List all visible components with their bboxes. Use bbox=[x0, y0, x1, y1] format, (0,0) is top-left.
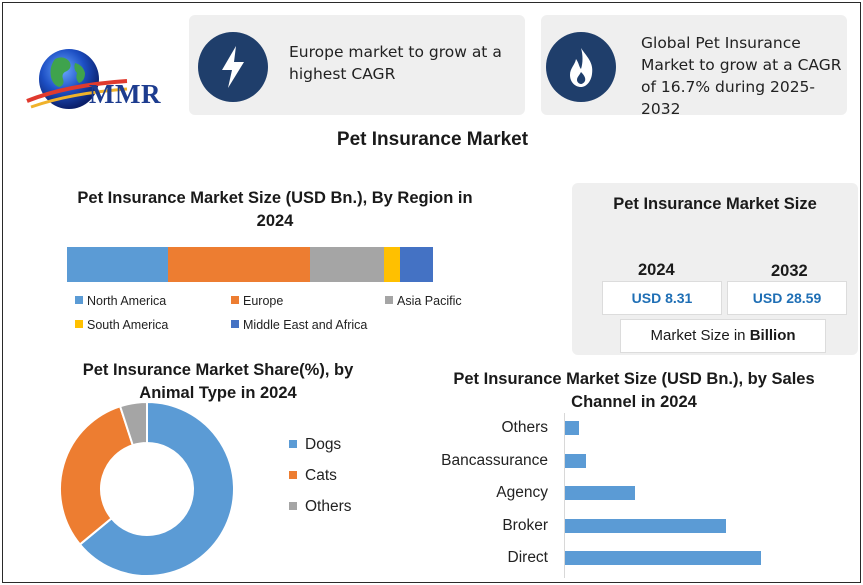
sales-channel-axis bbox=[564, 413, 565, 578]
region-segment-south-america bbox=[383, 247, 401, 282]
legend-swatch bbox=[75, 296, 83, 304]
legend-label: Cats bbox=[305, 467, 337, 484]
legend-label: Europe bbox=[243, 294, 284, 308]
region-segment-middle-east-and-africa bbox=[400, 247, 433, 282]
region-legend-item: North America bbox=[75, 294, 166, 308]
info-card-cagr: Global Pet Insurance Market to grow at a… bbox=[541, 15, 847, 118]
sales-channel-bar-agency bbox=[565, 486, 635, 500]
unit-prefix: Market Size in bbox=[650, 327, 750, 344]
region-legend-item: Asia Pacific bbox=[385, 294, 462, 308]
year-2032-label: 2032 bbox=[771, 262, 808, 280]
flame-icon bbox=[546, 32, 616, 102]
mmr-logo: MMR bbox=[25, 41, 190, 116]
value-2032: USD 28.59 bbox=[727, 281, 847, 315]
legend-label: Dogs bbox=[305, 436, 342, 453]
sales-channel-label: Broker bbox=[502, 517, 548, 534]
sales-channel-label: Agency bbox=[496, 484, 548, 501]
legend-label: Asia Pacific bbox=[397, 294, 462, 308]
sales-channel-bar-bancassurance bbox=[565, 454, 586, 468]
region-chart-title: Pet Insurance Market Size (USD Bn.), By … bbox=[77, 189, 473, 230]
legend-swatch bbox=[289, 440, 297, 448]
region-segment-europe bbox=[167, 247, 311, 282]
animal-chart-title: Pet Insurance Market Share(%), by Animal… bbox=[82, 361, 354, 402]
region-segment-north-america bbox=[67, 247, 168, 282]
page-title: Pet Insurance Market bbox=[336, 129, 529, 150]
donut-slice-dogs bbox=[78, 400, 235, 577]
value-2024: USD 8.31 bbox=[602, 281, 722, 315]
sales-channel-chart-title: Pet Insurance Market Size (USD Bn.), by … bbox=[453, 370, 815, 411]
sales-channel-bar-direct bbox=[565, 551, 761, 565]
market-size-unit: Market Size in Billion bbox=[620, 319, 826, 353]
legend-swatch bbox=[289, 502, 297, 510]
sales-channel-bar-broker bbox=[565, 519, 726, 533]
globe-icon bbox=[26, 49, 128, 109]
region-legend-item: South America bbox=[75, 318, 168, 332]
legend-swatch bbox=[231, 296, 239, 304]
region-legend-item: Middle East and Africa bbox=[231, 318, 367, 332]
region-legend-item: Europe bbox=[231, 294, 283, 308]
sales-channel-label: Others bbox=[501, 419, 548, 436]
legend-label: South America bbox=[87, 318, 169, 332]
animal-legend-item: Cats bbox=[289, 467, 337, 485]
legend-swatch bbox=[231, 320, 239, 328]
lightning-icon bbox=[198, 32, 268, 102]
animal-legend-item: Dogs bbox=[289, 436, 341, 454]
market-size-panel: Pet Insurance Market Size 2024 2032 USD … bbox=[572, 183, 858, 355]
legend-swatch bbox=[289, 471, 297, 479]
market-size-title: Pet Insurance Market Size bbox=[613, 195, 817, 213]
sales-channel-bar-others bbox=[565, 421, 579, 435]
sales-channel-label: Direct bbox=[507, 549, 548, 566]
region-stacked-bar bbox=[67, 247, 433, 282]
legend-swatch bbox=[75, 320, 83, 328]
logo-text: MMR bbox=[89, 79, 161, 109]
card-text-europe: Europe market to grow at a highest CAGR bbox=[289, 43, 502, 83]
info-card-europe: Europe market to grow at a highest CAGR bbox=[189, 15, 525, 115]
year-2024-label: 2024 bbox=[638, 261, 675, 279]
animal-legend-item: Others bbox=[289, 498, 352, 516]
region-segment-asia-pacific bbox=[310, 247, 384, 282]
legend-label: Middle East and Africa bbox=[243, 318, 368, 332]
sales-channel-label: Bancassurance bbox=[441, 452, 548, 469]
legend-label: North America bbox=[87, 294, 167, 308]
donut-slice-cats bbox=[59, 404, 135, 546]
donut-slice-others bbox=[118, 400, 148, 447]
unit-bold: Billion bbox=[749, 327, 796, 344]
card-text-cagr: Global Pet Insurance Market to grow at a… bbox=[641, 34, 842, 118]
legend-label: Others bbox=[305, 498, 352, 515]
animal-donut-chart bbox=[59, 400, 235, 577]
legend-swatch bbox=[385, 296, 393, 304]
